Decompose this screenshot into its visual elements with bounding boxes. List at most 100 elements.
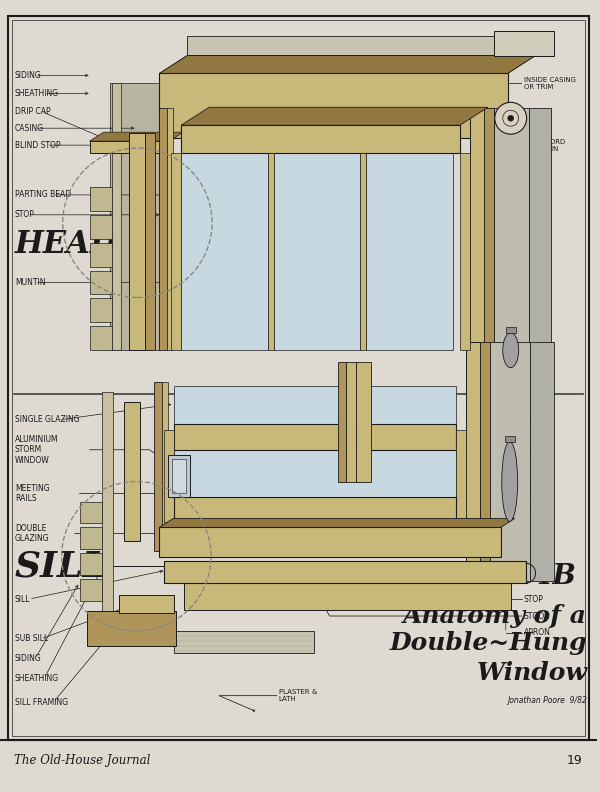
Ellipse shape (502, 442, 518, 521)
Text: WEIGHT: WEIGHT (524, 415, 554, 425)
Bar (356, 362, 371, 482)
Bar (119, 595, 174, 613)
Bar (529, 109, 551, 350)
Text: SIDING: SIDING (15, 71, 41, 80)
Text: MUNTIN: MUNTIN (15, 278, 46, 287)
Bar (505, 436, 515, 442)
Bar (274, 153, 361, 350)
Text: JAMB: JAMB (524, 469, 543, 478)
Bar (159, 109, 167, 350)
Bar (80, 579, 101, 601)
Text: STILE: STILE (469, 451, 478, 472)
Text: CASING: CASING (15, 124, 44, 133)
Bar (168, 455, 190, 497)
Bar (130, 133, 145, 350)
Text: SINGLE GLAZING: SINGLE GLAZING (15, 415, 80, 425)
Bar (159, 527, 501, 558)
Text: JAMB: JAMB (488, 562, 577, 590)
Bar (86, 611, 176, 646)
Text: SILL: SILL (15, 549, 109, 583)
Bar (172, 459, 186, 493)
Text: INSIDE CASING
OR TRIM: INSIDE CASING OR TRIM (524, 77, 575, 90)
Text: Jonathan Poore  9/82: Jonathan Poore 9/82 (508, 696, 587, 705)
Text: STOP: STOP (15, 211, 35, 219)
Bar (456, 430, 466, 523)
Bar (80, 527, 101, 550)
Bar (162, 382, 168, 551)
Bar (268, 153, 274, 350)
Bar (110, 83, 159, 350)
Ellipse shape (503, 333, 518, 367)
Polygon shape (159, 55, 536, 74)
Text: STOP: STOP (524, 595, 544, 604)
Bar (174, 386, 456, 424)
Text: PLASTER &
LATH: PLASTER & LATH (279, 689, 317, 703)
Text: 19: 19 (566, 754, 583, 767)
Bar (361, 153, 367, 350)
Bar (174, 424, 456, 450)
Text: RAIL: RAIL (303, 505, 326, 514)
Bar (89, 141, 169, 153)
Text: Window: Window (476, 661, 587, 685)
Text: BLIND STOP: BLIND STOP (15, 141, 61, 150)
Text: SHEATHING: SHEATHING (15, 674, 59, 683)
Polygon shape (159, 519, 515, 527)
Bar (338, 362, 346, 482)
Polygon shape (89, 132, 183, 141)
Text: BLIND STOP: BLIND STOP (277, 466, 318, 473)
Bar (171, 153, 181, 350)
Bar (490, 342, 530, 581)
Bar (89, 215, 112, 238)
Text: SHEATHING: SHEATHING (15, 89, 59, 98)
Bar (89, 242, 112, 267)
Bar (89, 299, 112, 322)
Bar (181, 153, 268, 350)
Bar (184, 582, 511, 610)
Bar (164, 430, 174, 523)
Text: The Old-House Journal: The Old-House Journal (14, 754, 151, 767)
Text: WEIGHT: WEIGHT (524, 449, 554, 459)
Bar (124, 402, 140, 542)
Circle shape (508, 116, 514, 121)
Bar (89, 187, 112, 211)
Bar (460, 153, 470, 350)
Text: PULLEY: PULLEY (524, 116, 551, 126)
Bar (174, 631, 314, 653)
Text: SUB SILL: SUB SILL (15, 634, 48, 643)
Text: CASING: CASING (277, 484, 303, 489)
Bar (174, 497, 456, 523)
Text: APRON: APRON (524, 628, 551, 638)
Text: DOUBLE
GLAZING: DOUBLE GLAZING (15, 524, 50, 543)
Bar (89, 326, 112, 350)
Text: DRIP CAP: DRIP CAP (15, 107, 50, 116)
Bar (530, 342, 554, 581)
Text: Anatomy of a: Anatomy of a (403, 604, 587, 628)
Text: SIDING: SIDING (15, 654, 41, 664)
Text: STUDS: STUDS (524, 507, 549, 516)
Bar (506, 327, 515, 333)
Text: HEADER: HEADER (358, 61, 390, 70)
Bar (187, 36, 536, 55)
Bar (89, 271, 112, 295)
Text: WEIGHT
POCKET: WEIGHT POCKET (524, 485, 552, 498)
Bar (101, 392, 113, 641)
Bar (466, 342, 480, 581)
Text: WEIGHT: WEIGHT (524, 358, 554, 367)
Bar (167, 109, 173, 350)
Text: STOOL: STOOL (524, 611, 549, 620)
Bar (80, 501, 101, 524)
Text: PARTING BEAD: PARTING BEAD (15, 190, 71, 200)
Bar (470, 109, 484, 350)
Text: HEAD: HEAD (15, 229, 117, 261)
Bar (112, 83, 121, 350)
Bar (154, 382, 162, 551)
Bar (159, 74, 508, 138)
Bar (174, 450, 456, 497)
Text: MEETING
RAILS: MEETING RAILS (15, 484, 50, 503)
Bar (145, 133, 155, 350)
Bar (181, 125, 460, 153)
Circle shape (495, 102, 527, 134)
Bar (346, 362, 356, 482)
Bar (80, 554, 101, 575)
Text: SASH CORD
OR CHAIN: SASH CORD OR CHAIN (524, 139, 565, 151)
